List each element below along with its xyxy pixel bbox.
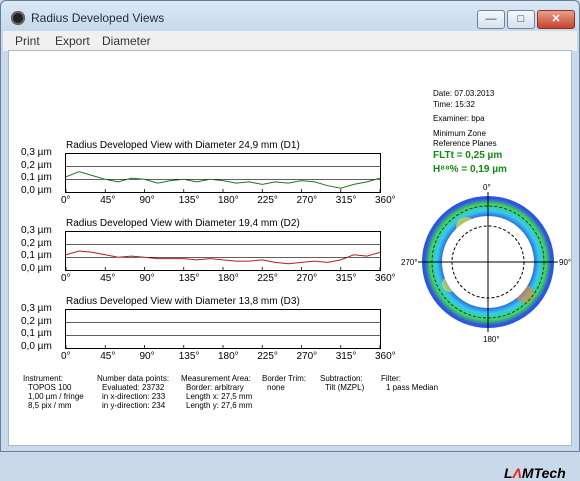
x-tick-label: 90°	[139, 351, 155, 362]
x-tick-label: 135°	[178, 195, 200, 206]
footer-points-line: in y-direction: 234	[102, 401, 166, 410]
chart-title: Radius Developed View with Diameter 19,4…	[66, 218, 300, 229]
chart-svg	[66, 322, 380, 348]
x-tick-label: 360°	[375, 351, 396, 362]
x-tick-label: 180°	[218, 273, 239, 284]
window-title: Radius Developed Views	[31, 11, 165, 25]
x-tick-label: 225°	[257, 195, 278, 206]
plot-area	[65, 309, 381, 349]
plot-area	[65, 153, 381, 193]
footer-points-line: in x-direction: 233	[102, 392, 166, 401]
lamtech-logo: LΛMTech	[504, 465, 566, 481]
footer-filter-line: 1 pass Median	[386, 383, 439, 392]
y-tick-label: 0,0 µm	[21, 185, 52, 196]
y-tick-label: 0,3 µm	[21, 225, 52, 236]
menu-bar: Print Export Diameter	[3, 31, 577, 51]
x-tick-label: 0°	[61, 273, 71, 284]
chart-svg	[66, 166, 380, 192]
x-tick-label: 45°	[100, 195, 116, 206]
x-tick-label: 360°	[375, 273, 396, 284]
x-tick-label: 90°	[139, 195, 155, 206]
x-tick-label: 225°	[257, 273, 278, 284]
flatness-value: FLTt = 0,25 µm	[433, 150, 503, 161]
report-area: Date: 07.03.2013 Time: 15:32 Examiner: b…	[8, 50, 572, 481]
polar-label-top: 0°	[483, 183, 491, 192]
x-tick-label: 180°	[218, 351, 239, 362]
minimize-button[interactable]: —	[477, 10, 505, 29]
x-tick-label: 45°	[100, 273, 116, 284]
footer-area-line: Border: arbitrary	[186, 383, 244, 392]
menu-export[interactable]: Export	[55, 34, 90, 48]
series-line	[66, 250, 380, 265]
x-tick-label: 315°	[335, 351, 357, 362]
y-tick-label: 0,1 µm	[21, 250, 52, 262]
info-examiner: Examiner: bpa	[433, 114, 485, 123]
app-icon	[11, 11, 25, 25]
y-tick-label: 0,3 µm	[21, 147, 52, 158]
footer-filter-line: Filter:	[381, 374, 401, 383]
x-tick-label: 270°	[296, 273, 318, 284]
x-tick-label: 90°	[139, 273, 155, 284]
footer-instrument-line: TOPOS 100	[28, 383, 72, 392]
menu-print[interactable]: Print	[15, 34, 40, 48]
polar-label-left: 270°	[401, 258, 418, 267]
x-tick-label: 135°	[178, 273, 200, 284]
series-line	[66, 171, 380, 189]
footer-trim-line: none	[267, 383, 285, 392]
x-tick-label: 270°	[296, 195, 318, 206]
maximize-button[interactable]: □	[507, 10, 535, 29]
y-tick-label: 0,2 µm	[21, 159, 52, 171]
x-tick-label: 0°	[61, 351, 71, 362]
info-time: Time: 15:32	[433, 100, 475, 109]
chart-title: Radius Developed View with Diameter 13,8…	[66, 296, 300, 307]
polar-label-bottom: 180°	[483, 335, 500, 344]
x-tick-label: 315°	[335, 273, 357, 284]
x-tick-label: 0°	[61, 195, 71, 206]
footer-subtraction-line: Tilt (MZPL)	[325, 383, 365, 392]
y-tick-label: 0,2 µm	[21, 315, 52, 327]
footer-points-line: Evaluated: 23732	[102, 383, 165, 392]
y-tick-label: 0,1 µm	[21, 172, 52, 184]
footer-area-line: Length y: 27,6 mm	[186, 401, 253, 410]
chart-title: Radius Developed View with Diameter 24,9…	[66, 140, 300, 151]
y-tick-label: 0,0 µm	[21, 263, 52, 274]
menu-diameter[interactable]: Diameter	[102, 34, 151, 48]
y-tick-label: 0,1 µm	[21, 328, 52, 340]
footer-trim-line: Border Trim:	[262, 374, 307, 383]
x-tick-label: 270°	[296, 351, 318, 362]
footer-points-line: Number data points:	[97, 374, 170, 383]
height-value: H⁸⁸% = 0,19 µm	[433, 164, 507, 175]
x-tick-label: 45°	[100, 351, 116, 362]
x-tick-label: 225°	[257, 351, 278, 362]
info-date: Date: 07.03.2013	[433, 89, 495, 98]
footer-instrument-line: 8,5 pix / mm	[28, 401, 72, 410]
y-tick-label: 0,2 µm	[21, 237, 52, 249]
polar-label-right: 90°	[559, 258, 572, 267]
footer-instrument-line: 1,00 µm / fringe	[28, 392, 84, 401]
polar-map	[418, 192, 558, 332]
info-planes: Reference Planes	[433, 139, 497, 148]
info-zone: Minimum Zone	[433, 129, 486, 138]
x-tick-label: 180°	[218, 195, 239, 206]
chart-svg	[66, 244, 380, 270]
x-tick-label: 360°	[375, 195, 396, 206]
y-tick-label: 0,3 µm	[21, 303, 52, 314]
footer-area-line: Length x: 27,5 mm	[186, 392, 253, 401]
x-tick-label: 135°	[178, 351, 200, 362]
y-tick-label: 0,0 µm	[21, 341, 52, 352]
x-tick-label: 315°	[335, 195, 357, 206]
title-bar[interactable]: Radius Developed Views — □ ✕	[1, 1, 579, 31]
close-button[interactable]: ✕	[537, 10, 575, 29]
footer-instrument-line: Instrument:	[23, 374, 64, 383]
footer-area-line: Measurement Area:	[181, 374, 251, 383]
plot-area	[65, 231, 381, 271]
footer-subtraction-line: Subtraction:	[320, 374, 363, 383]
